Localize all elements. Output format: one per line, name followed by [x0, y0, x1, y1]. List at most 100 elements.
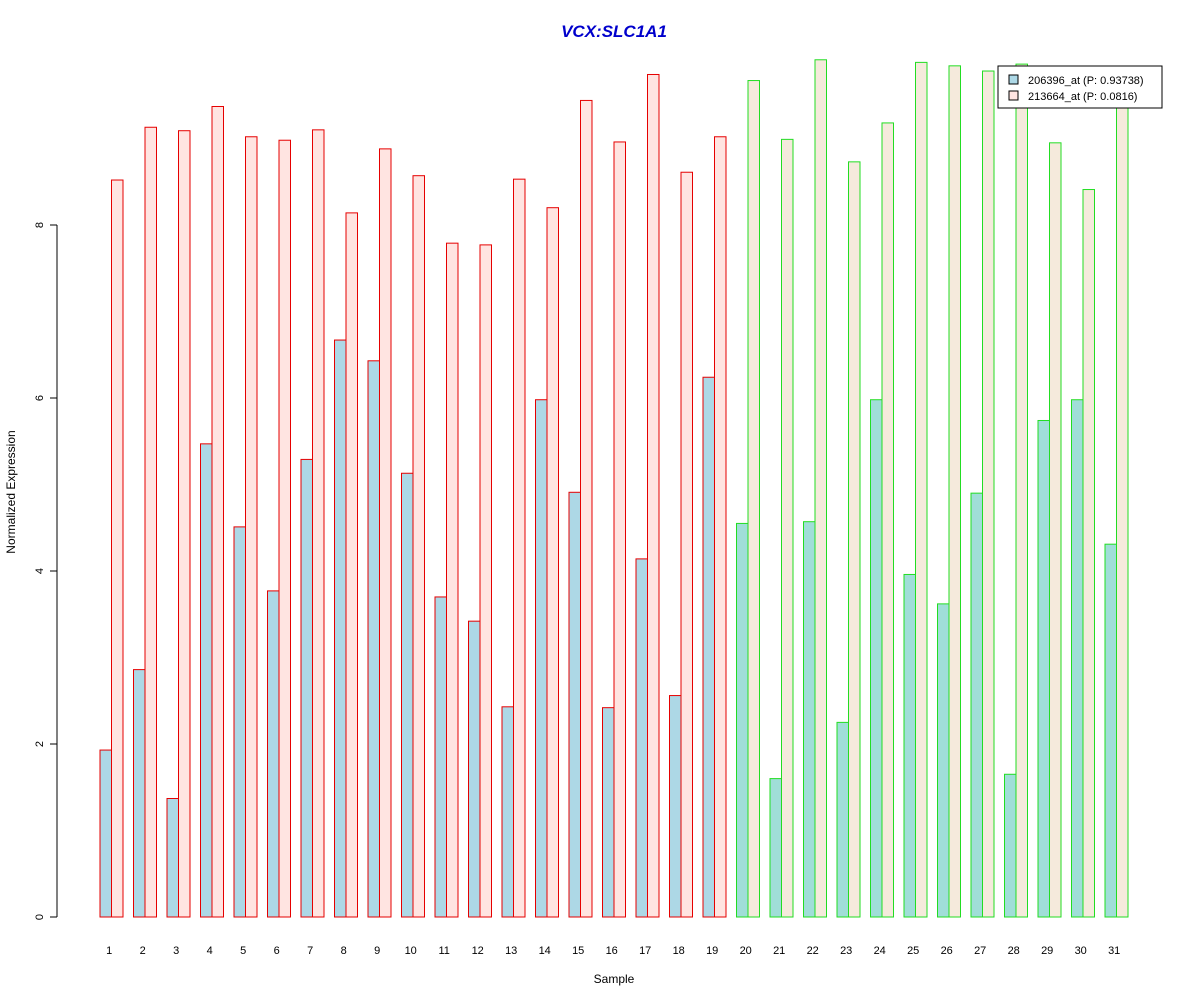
y-tick-label: 6	[34, 395, 46, 401]
x-tick-label-sample-6: 6	[274, 945, 280, 957]
x-tick-label-sample-11: 11	[438, 945, 449, 957]
x-tick-label-sample-31: 31	[1108, 945, 1120, 957]
bar-206396-at-sample-23	[836, 721, 849, 918]
bar-213664-at-sample-2	[144, 126, 157, 918]
x-tick-label-sample-21: 21	[773, 945, 785, 957]
bar-213664-at-sample-15	[580, 99, 593, 918]
x-tick-label-sample-17: 17	[639, 945, 651, 957]
y-axis: 0 2 4 6 8	[34, 222, 58, 920]
bar-206396-at-sample-29	[1037, 419, 1050, 918]
bar-213664-at-sample-11	[446, 242, 459, 918]
bar-213664-at-sample-31	[1116, 94, 1129, 918]
x-tick-label-sample-19: 19	[706, 945, 718, 957]
bar-206396-at-sample-30	[1071, 399, 1084, 918]
bar-213664-at-sample-22	[814, 59, 827, 918]
x-tick-label-sample-7: 7	[307, 945, 313, 957]
bar-206396-at-sample-4	[200, 443, 213, 918]
bar-206396-at-sample-19	[702, 376, 715, 918]
bar-213664-at-sample-4	[211, 105, 224, 918]
x-tick-label-sample-20: 20	[740, 945, 752, 957]
bar-206396-at-sample-3	[166, 797, 179, 918]
bar-213664-at-sample-8	[345, 212, 358, 918]
bar-206396-at-sample-17	[635, 558, 648, 918]
bar-213664-at-sample-9	[379, 148, 392, 918]
legend-swatch-series-1	[1008, 74, 1019, 85]
bar-213664-at-sample-18	[680, 171, 693, 918]
bar-213664-at-sample-14	[546, 207, 559, 918]
bar-213664-at-sample-26	[948, 65, 961, 918]
y-axis-label: Normalized Expression	[4, 430, 18, 553]
bar-206396-at-sample-13	[501, 706, 514, 918]
bar-206396-at-sample-6	[267, 590, 280, 918]
legend-box	[997, 65, 1163, 109]
bar-206396-at-sample-14	[535, 399, 548, 918]
bar-206396-at-sample-24	[870, 399, 883, 918]
x-tick-label-sample-3: 3	[173, 945, 179, 957]
bar-206396-at-sample-26	[937, 603, 950, 918]
bar-series-group	[99, 59, 1129, 918]
x-tick-label-sample-9: 9	[374, 945, 380, 957]
bar-213664-at-sample-21	[781, 138, 794, 918]
y-tick-label: 0	[34, 914, 46, 920]
bar-213664-at-sample-10	[412, 175, 425, 918]
bar-213664-at-sample-25	[915, 61, 928, 918]
bar-206396-at-sample-1	[99, 749, 112, 918]
y-tick-label: 2	[34, 741, 46, 747]
x-tick-label-sample-13: 13	[505, 945, 517, 957]
bar-213664-at-sample-20	[747, 80, 760, 918]
bar-206396-at-sample-28	[1004, 773, 1017, 918]
y-tick-label: 8	[34, 222, 46, 228]
bar-206396-at-sample-12	[468, 620, 481, 918]
x-tick-label-sample-29: 29	[1041, 945, 1053, 957]
bar-206396-at-sample-22	[803, 521, 816, 918]
bar-213664-at-sample-5	[245, 136, 258, 918]
bar-206396-at-sample-20	[736, 522, 749, 918]
x-tick-label-sample-5: 5	[240, 945, 246, 957]
x-tick-label-sample-22: 22	[807, 945, 819, 957]
x-axis-tick-labels: 1 2 3 4 5 6 7 8 9 10 11 12 13 14 15 16 17 18 19 20 21 22 23 24 2…	[106, 945, 1120, 957]
legend: 206396_at (P: 0.93738) 213664_at (P: 0.0…	[997, 65, 1163, 109]
bar-213664-at-sample-7	[312, 129, 325, 918]
bar-206396-at-sample-11	[434, 596, 447, 918]
bar-213664-at-sample-3	[178, 130, 191, 918]
legend-label-series-2: 213664_at (P: 0.0816)	[1028, 91, 1137, 103]
x-tick-label-sample-25: 25	[907, 945, 919, 957]
bar-206396-at-sample-8	[334, 339, 347, 918]
bar-213664-at-sample-28	[1015, 63, 1028, 918]
x-tick-label-sample-26: 26	[941, 945, 953, 957]
x-tick-label-sample-28: 28	[1008, 945, 1020, 957]
x-tick-label-sample-23: 23	[840, 945, 852, 957]
x-axis-label: Sample	[594, 972, 635, 986]
bar-213664-at-sample-23	[848, 161, 861, 918]
bar-213664-at-sample-24	[881, 122, 894, 918]
bar-213664-at-sample-1	[111, 179, 124, 918]
bar-206396-at-sample-10	[401, 472, 414, 918]
bar-213664-at-sample-30	[1082, 189, 1095, 918]
x-tick-label-sample-16: 16	[606, 945, 618, 957]
x-tick-label-sample-18: 18	[673, 945, 685, 957]
x-tick-label-sample-10: 10	[405, 945, 417, 957]
bar-213664-at-sample-27	[982, 70, 995, 918]
bar-206396-at-sample-2	[133, 669, 146, 918]
bar-213664-at-sample-13	[513, 178, 526, 918]
bar-213664-at-sample-19	[714, 136, 727, 918]
legend-label-series-1: 206396_at (P: 0.93738)	[1028, 75, 1144, 87]
bar-213664-at-sample-16	[613, 141, 626, 918]
bar-213664-at-sample-12	[479, 244, 492, 918]
bar-206396-at-sample-7	[300, 458, 313, 918]
x-tick-label-sample-1: 1	[106, 945, 112, 957]
bar-213664-at-sample-17	[647, 73, 660, 918]
bar-206396-at-sample-25	[903, 573, 916, 918]
bar-206396-at-sample-15	[568, 491, 581, 918]
bar-213664-at-sample-29	[1049, 142, 1062, 918]
bar-206396-at-sample-9	[367, 360, 380, 918]
legend-swatch-series-2	[1008, 90, 1019, 101]
bar-206396-at-sample-16	[602, 707, 615, 918]
y-tick-label: 4	[34, 568, 46, 574]
x-tick-label-sample-4: 4	[207, 945, 213, 957]
x-tick-label-sample-12: 12	[472, 945, 484, 957]
bar-213664-at-sample-6	[278, 139, 291, 918]
x-tick-label-sample-8: 8	[341, 945, 347, 957]
x-tick-label-sample-24: 24	[874, 945, 886, 957]
